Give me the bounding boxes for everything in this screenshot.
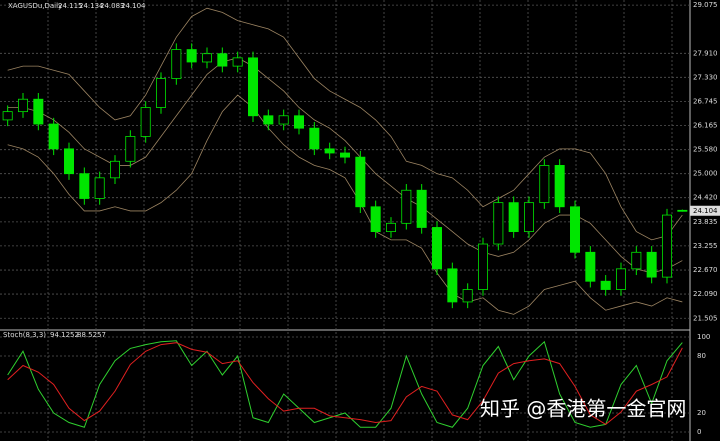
candle-body xyxy=(33,98,44,125)
y-tick-label: 20 xyxy=(697,409,706,417)
price-tag xyxy=(690,205,720,216)
candle-body xyxy=(631,251,642,270)
candle-body xyxy=(17,98,28,113)
candle-body xyxy=(217,53,228,67)
header-ohlc: 24.083 xyxy=(100,2,125,10)
y-tick-label: 80 xyxy=(697,352,706,360)
symbol-label: XAGUSDu,Daily xyxy=(8,2,62,10)
candle-body xyxy=(355,156,366,208)
candle-body xyxy=(431,227,442,270)
candle-body xyxy=(600,280,611,290)
y-tick-label: 22.670 xyxy=(693,266,718,274)
band-line xyxy=(7,7,683,241)
candle-body xyxy=(94,177,105,199)
candle-body xyxy=(247,57,258,117)
indicator-label: Stoch(8,3,3) xyxy=(3,331,46,339)
candle-body xyxy=(524,202,535,233)
y-tick-label: 23.835 xyxy=(693,218,718,226)
y-tick-label: 29.075 xyxy=(693,1,718,9)
candle-body xyxy=(324,148,335,154)
candle-body xyxy=(125,136,136,162)
candle-body xyxy=(2,111,13,121)
band-line xyxy=(7,94,683,315)
stoch-line xyxy=(7,340,683,428)
y-tick-label: 26.165 xyxy=(693,121,718,129)
candle-body xyxy=(171,49,182,79)
candle-body xyxy=(140,107,151,137)
header-ohlc: 24.134 xyxy=(79,2,104,10)
candle-body xyxy=(616,268,627,290)
candle-body xyxy=(263,115,274,125)
candle-body xyxy=(309,127,320,150)
candle-body xyxy=(385,222,396,233)
candle-body xyxy=(447,268,458,303)
candle-body xyxy=(401,189,412,224)
indicator-value: 94.1252 xyxy=(50,331,79,339)
band-line xyxy=(7,57,683,274)
candle-body xyxy=(79,173,90,199)
candle-body xyxy=(186,49,197,63)
candle-body xyxy=(677,209,688,212)
candle-body xyxy=(232,57,243,67)
candle-body xyxy=(293,115,304,129)
y-tick-label: 27.330 xyxy=(693,73,718,81)
watermark: 知乎 @香港第一金官网 xyxy=(480,397,686,421)
candle-body xyxy=(462,289,473,303)
candle-body xyxy=(477,243,488,290)
y-tick-label: 23.255 xyxy=(693,242,718,250)
price-tag-label: 24.104 xyxy=(693,207,718,215)
candle-body xyxy=(508,202,519,233)
y-tick-label: 25.580 xyxy=(693,146,718,154)
y-tick-label: 26.745 xyxy=(693,97,718,105)
candle-body xyxy=(416,189,427,228)
candle-body xyxy=(278,115,289,125)
header-ohlc: 24.115 xyxy=(58,2,83,10)
header-ohlc: 24.104 xyxy=(121,2,146,10)
y-tick-label: 25.000 xyxy=(693,170,718,178)
y-tick-label: 22.090 xyxy=(693,290,718,298)
candle-body xyxy=(662,214,673,278)
candle-body xyxy=(201,53,212,63)
candle-body xyxy=(64,148,75,175)
candle-body xyxy=(539,165,550,204)
y-tick-label: 24.420 xyxy=(693,194,718,202)
candle-body xyxy=(339,152,350,158)
candle-body xyxy=(48,123,59,150)
candle-body xyxy=(585,251,596,282)
stoch-line xyxy=(7,342,683,426)
candle-body xyxy=(370,206,381,233)
y-tick-label: 100 xyxy=(697,333,710,341)
indicator-value: 88.5257 xyxy=(77,331,106,339)
y-tick-label: 21.505 xyxy=(693,314,718,322)
candle-body xyxy=(110,160,121,179)
y-tick-label: 0 xyxy=(697,428,701,436)
candle-body xyxy=(570,206,581,253)
candle-body xyxy=(646,251,657,278)
candle-body xyxy=(155,78,166,108)
candle-body xyxy=(554,165,565,208)
y-tick-label: 27.910 xyxy=(693,49,718,57)
candle-body xyxy=(493,202,504,245)
